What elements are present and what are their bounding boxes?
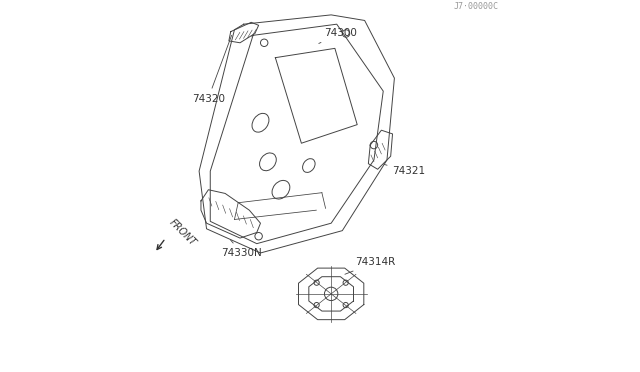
Text: 74330N: 74330N <box>221 240 262 258</box>
Text: 74321: 74321 <box>384 164 426 176</box>
Text: 74300: 74300 <box>319 29 356 44</box>
Text: FRONT: FRONT <box>168 217 198 248</box>
Text: 74314R: 74314R <box>345 257 396 274</box>
Text: 74320: 74320 <box>191 35 232 103</box>
Text: J7·00000C: J7·00000C <box>454 2 499 11</box>
